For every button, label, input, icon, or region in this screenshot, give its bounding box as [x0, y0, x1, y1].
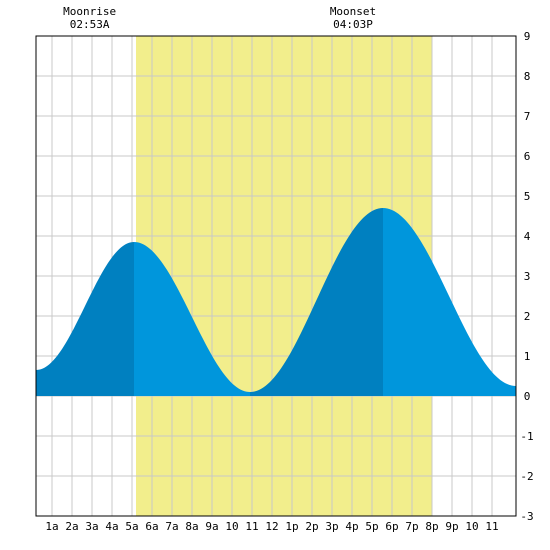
y-tick-label: 3 [524, 270, 531, 283]
x-tick-label: 9a [205, 520, 218, 533]
x-tick-labels: 1a 2a 3a 4a 5a 6a 7a 8a 9a 10 11 12 1p 2p 3p 4p 5p 6p 7p 8p… [45, 520, 498, 533]
x-tick-label: 7a [165, 520, 178, 533]
plot-frame [35, 35, 517, 517]
y-tick-label: 5 [524, 190, 531, 203]
y-tick-label: 2 [524, 310, 531, 323]
moonset-time: 04:03P [333, 18, 373, 31]
y-tick-labels: -3 -2 -1 0 1 2 3 4 5 6 7 8 9 [520, 30, 533, 523]
y-tick-label: -1 [520, 430, 533, 443]
x-tick-label: 5a [125, 520, 138, 533]
x-tick-label: 1p [285, 520, 298, 533]
x-tick-label: 7p [405, 520, 418, 533]
x-tick-label: 8a [185, 520, 198, 533]
y-tick-label: 6 [524, 150, 531, 163]
x-tick-label: 2p [305, 520, 318, 533]
x-tick-label: 3p [325, 520, 338, 533]
x-tick-label: 11 [245, 520, 258, 533]
moonrise-time: 02:53A [70, 18, 110, 31]
x-tick-label: 4a [105, 520, 118, 533]
x-tick-label: 1a [45, 520, 58, 533]
moonrise-label: Moonrise [63, 5, 116, 18]
x-tick-label: 10 [225, 520, 238, 533]
moonset-label: Moonset [330, 5, 376, 18]
tide-area-rising [36, 242, 134, 396]
x-tick-label: 5p [365, 520, 378, 533]
tide-area-falling [383, 208, 516, 396]
tide-area-rising [250, 208, 383, 396]
x-tick-label: 11 [485, 520, 498, 533]
x-tick-label: 4p [345, 520, 358, 533]
x-tick-label: 6p [385, 520, 398, 533]
y-tick-label: -3 [520, 510, 533, 523]
y-tick-label: 8 [524, 70, 531, 83]
x-tick-label: 3a [85, 520, 98, 533]
tide-area-falling [134, 242, 250, 396]
y-tick-label: -2 [520, 470, 533, 483]
x-tick-label: 10 [465, 520, 478, 533]
x-tick-label: 12 [265, 520, 278, 533]
y-tick-label: 1 [524, 350, 531, 363]
tide-area-layer [36, 208, 516, 396]
x-tick-label: 8p [425, 520, 438, 533]
y-tick-label: 4 [524, 230, 531, 243]
x-tick-label: 2a [65, 520, 78, 533]
y-tick-label: 7 [524, 110, 531, 123]
x-tick-label: 9p [445, 520, 458, 533]
y-tick-label: 9 [524, 30, 531, 43]
x-tick-label: 6a [145, 520, 158, 533]
y-tick-label: 0 [524, 390, 531, 403]
